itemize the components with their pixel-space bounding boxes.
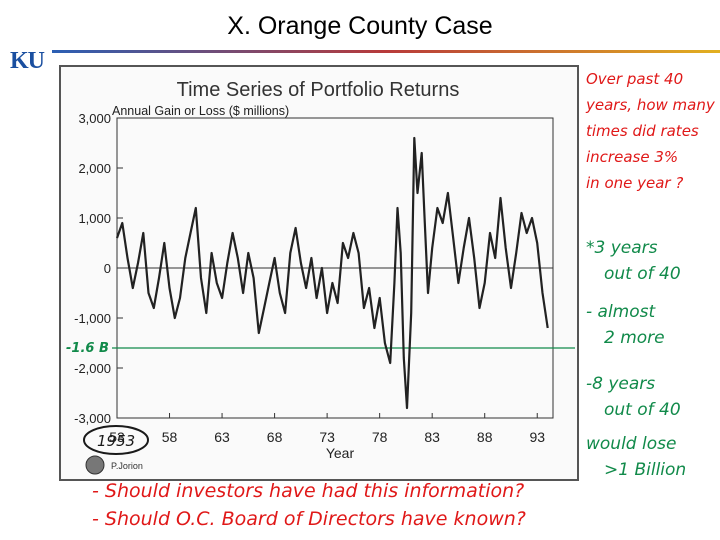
right-annotation-line: increase 3%: [586, 148, 679, 166]
y-tick-label: 3,000: [78, 111, 111, 126]
header-rule: [52, 50, 720, 53]
bottom-annotation-line: - Should investors have had this informa…: [92, 480, 525, 502]
loss-threshold-label: -1.6 B: [66, 341, 109, 356]
x-tick-label: 68: [267, 429, 283, 445]
bottom-annotation-line: - Should O.C. Board of Directors have kn…: [92, 508, 526, 530]
y-tick-label: -3,000: [74, 411, 111, 426]
x-axis-label: Year: [326, 445, 355, 461]
credit-text: P.Jorion: [111, 461, 143, 471]
y-tick-label: 1,000: [78, 211, 111, 226]
right-annotation-line: times did rates: [586, 122, 699, 140]
right-annotation-line: years, how many: [586, 96, 715, 114]
right-annotation-line: -8 years: [586, 374, 656, 394]
right-annotation-line: >1 Billion: [604, 460, 687, 480]
right-annotation-line: - almost: [586, 302, 656, 322]
right-annotation-line: in one year ?: [586, 174, 684, 192]
right-annotation-line: out of 40: [604, 264, 681, 284]
chart-title: Time Series of Portfolio Returns: [177, 79, 460, 101]
slide-title: X. Orange County Case: [227, 12, 493, 40]
start-year-circle: [83, 425, 149, 455]
credit-logo: [85, 455, 105, 475]
right-annotation-line: *3 years: [586, 238, 658, 258]
x-tick-label: 83: [424, 429, 440, 445]
right-annotation-line: Over past 40: [586, 70, 684, 88]
x-tick-label: 53: [109, 429, 125, 445]
x-tick-label: 93: [529, 429, 545, 445]
y-tick-label: 0: [104, 261, 111, 276]
y-axis-label: Annual Gain or Loss ($ millions): [112, 104, 289, 118]
right-annotation-line: would lose: [586, 434, 677, 454]
right-annotation-line: out of 40: [604, 400, 681, 420]
x-tick-label: 88: [477, 429, 493, 445]
x-ticks: 53 58 63 68 73 78 83 88 93: [109, 413, 545, 445]
start-year-annotation: 1953: [97, 432, 135, 450]
x-tick-label: 58: [162, 429, 178, 445]
right-annotation-line: 2 more: [604, 328, 665, 348]
y-tick-label: 2,000: [78, 161, 111, 176]
y-tick-label: -1,000: [74, 311, 111, 326]
y-ticks: 3,000 2,000 1,000 0 -1,000 -2,000 -3,000: [74, 111, 123, 426]
x-tick-label: 78: [372, 429, 388, 445]
series-line: [115, 136, 549, 410]
y-tick-label: -2,000: [74, 361, 111, 376]
university-logo: KU: [10, 48, 45, 74]
x-tick-label: 63: [214, 429, 230, 445]
x-tick-label: 73: [319, 429, 335, 445]
